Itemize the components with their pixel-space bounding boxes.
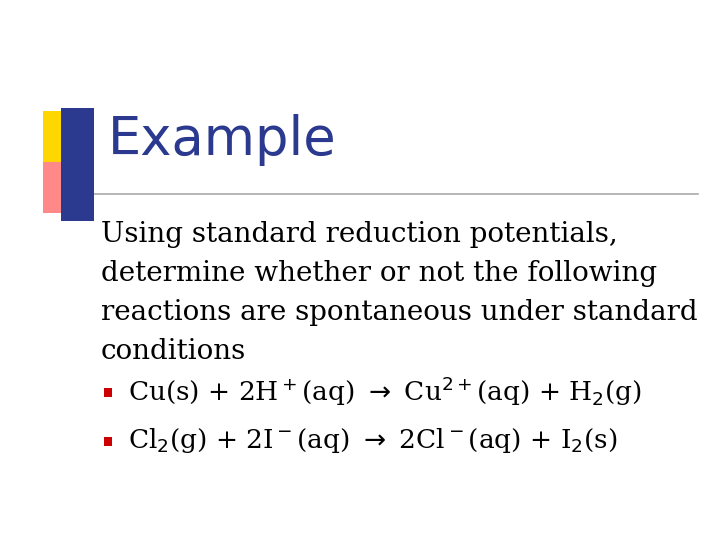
Text: reactions are spontaneous under standard: reactions are spontaneous under standard [101,299,698,326]
Text: conditions: conditions [101,338,246,365]
Text: Cu(s) + 2H$^+$(aq) $\rightarrow$ Cu$^{2+}$(aq) + H$_2$(g): Cu(s) + 2H$^+$(aq) $\rightarrow$ Cu$^{2+… [128,375,642,408]
Text: Cl$_2$(g) + 2I$^-$(aq) $\rightarrow$ 2Cl$^-$(aq) + I$_2$(s): Cl$_2$(g) + 2I$^-$(aq) $\rightarrow$ 2Cl… [128,426,618,455]
Text: Using standard reduction potentials,: Using standard reduction potentials, [101,221,618,248]
Text: Example: Example [108,114,337,166]
FancyBboxPatch shape [104,437,112,445]
FancyBboxPatch shape [76,228,85,238]
Text: determine whether or not the following: determine whether or not the following [101,260,657,287]
FancyBboxPatch shape [104,388,112,397]
